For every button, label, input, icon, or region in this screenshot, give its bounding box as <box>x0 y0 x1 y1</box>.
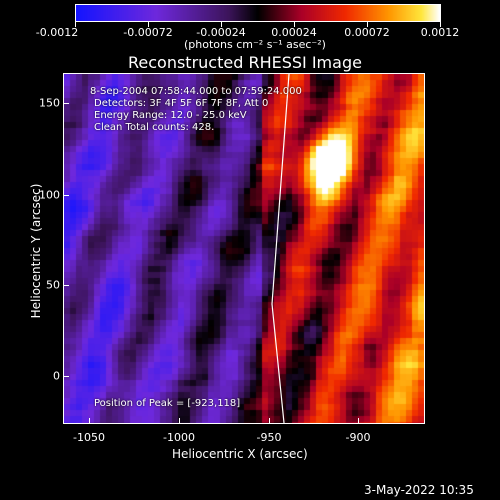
y-tick-label: 50 <box>46 278 60 292</box>
info-detectors: Detectors: 3F 4F 5F 6F 7F 8F, Att 0 <box>94 98 269 109</box>
y-tickmark <box>63 103 69 104</box>
colorbar-tick-label: -0.00072 <box>123 26 173 39</box>
y-tick-label: 150 <box>39 96 60 110</box>
colorbar-tick-label: 0.0012 <box>420 26 460 39</box>
colorbar-gradient <box>76 5 440 21</box>
y-axis-label: Heliocentric Y (arcsec) <box>29 183 43 319</box>
colorbar-tick <box>440 22 441 27</box>
x-tickmark <box>269 418 270 424</box>
colorbar-tick-label: -0.0012 <box>35 26 79 39</box>
info-counts: Clean Total counts: 428. <box>94 122 215 133</box>
plot-title: Reconstructed RHESSI Image <box>128 53 362 72</box>
colorbar-tick <box>367 22 368 27</box>
x-tick-label: -1050 <box>73 431 105 444</box>
image-plot: 8-Sep-2004 07:58:44.000 to 07:59:24.000 … <box>63 73 425 424</box>
solar-limb-line <box>271 74 290 305</box>
rhessi-image <box>64 74 424 423</box>
colorbar-tick-label: 0.00072 <box>344 26 390 39</box>
colorbar-tick-label: 0.00024 <box>271 26 317 39</box>
limb-overlay <box>271 74 290 423</box>
info-time-range: 8-Sep-2004 07:58:44.000 to 07:59:24.000 <box>90 86 302 97</box>
x-tickmark <box>89 418 90 424</box>
colorbar-tick <box>148 22 149 27</box>
colorbar-tick <box>294 22 295 27</box>
colorbar-tick <box>221 22 222 27</box>
x-tick-label: -1000 <box>163 431 195 444</box>
x-axis-label: Heliocentric X (arcsec) <box>172 447 308 461</box>
info-energy-range: Energy Range: 12.0 - 25.0 keV <box>94 110 247 121</box>
colorbar-tick-label: -0.00024 <box>196 26 246 39</box>
colorbar-units: (photons cm⁻² s⁻¹ asec⁻²) <box>184 38 326 51</box>
peak-position: Position of Peak = [-923,118] <box>94 398 241 409</box>
y-tick-label: 0 <box>53 369 60 383</box>
y-tickmark <box>63 285 69 286</box>
y-tickmark <box>63 195 69 196</box>
solar-limb-line <box>271 303 285 423</box>
colorbar <box>75 4 441 22</box>
x-tick-label: -950 <box>256 431 282 444</box>
y-tick-label: 100 <box>39 188 60 202</box>
x-tickmark <box>358 418 359 424</box>
y-tickmark <box>63 376 69 377</box>
x-tick-label: -900 <box>345 431 371 444</box>
x-tickmark <box>179 418 180 424</box>
timestamp: 3-May-2022 10:35 <box>364 483 474 497</box>
colorbar-tick <box>75 22 76 27</box>
